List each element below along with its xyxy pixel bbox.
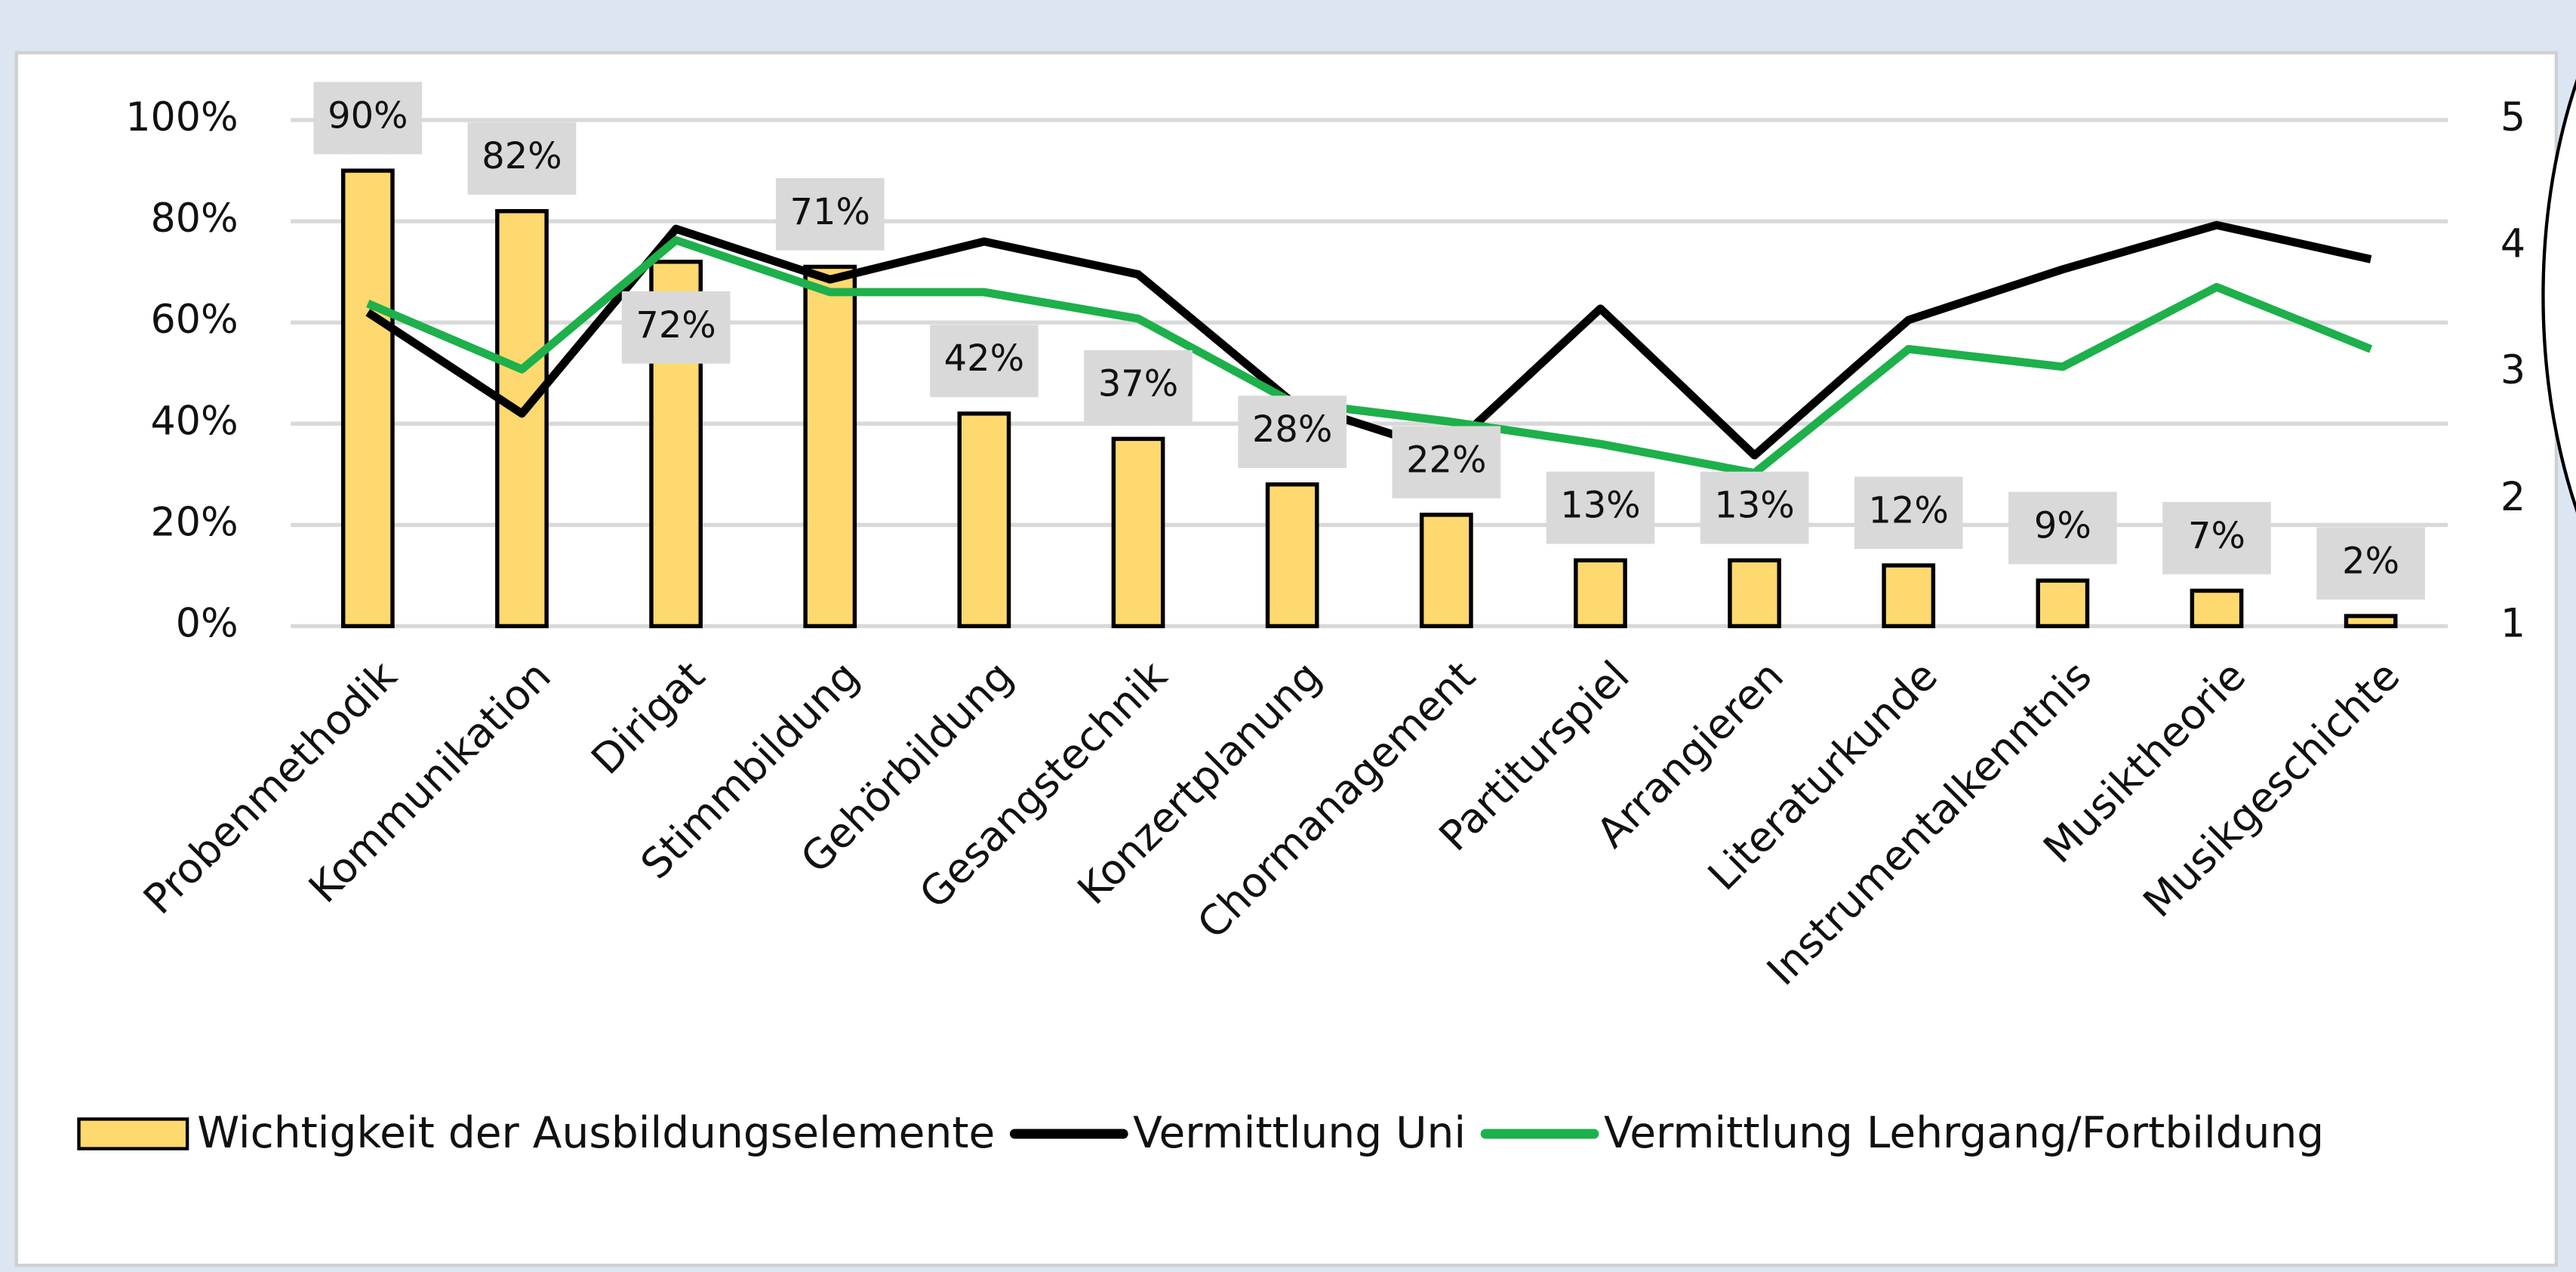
bar bbox=[2190, 588, 2244, 629]
line-series bbox=[366, 236, 2373, 478]
value-label: 12% bbox=[1869, 490, 1949, 531]
value-label: 71% bbox=[790, 192, 870, 233]
value-label: 82% bbox=[482, 136, 562, 177]
value-label-box bbox=[2162, 501, 2271, 574]
value-label: 42% bbox=[944, 338, 1024, 380]
value-label-box bbox=[2316, 527, 2425, 600]
plot: 0%20%40%60%80%100%12345ProbenmethodikKom… bbox=[77, 82, 2525, 1158]
bar bbox=[495, 208, 549, 629]
y-tick-label: 20% bbox=[151, 500, 239, 545]
y2-tick-label: 5 bbox=[2501, 95, 2525, 140]
value-label-box bbox=[621, 291, 731, 364]
legend-label: Vermittlung Uni bbox=[1133, 1108, 1466, 1158]
value-label-box bbox=[467, 122, 577, 195]
value-label: 72% bbox=[636, 305, 716, 346]
value-label: 9% bbox=[2034, 505, 2091, 547]
bar bbox=[1728, 558, 1781, 629]
y-tick-label: 40% bbox=[151, 399, 239, 444]
bar bbox=[1419, 513, 1473, 629]
legend-label: Vermittlung Lehrgang/Fortbildung bbox=[1604, 1108, 2324, 1158]
y2-tick-label: 1 bbox=[2501, 601, 2525, 646]
bar bbox=[340, 168, 395, 629]
bar bbox=[2036, 578, 2090, 629]
value-label-box bbox=[1546, 471, 1655, 544]
y-tick-label: 100% bbox=[125, 95, 238, 140]
value-label: 2% bbox=[2342, 541, 2399, 582]
value-label-box bbox=[1392, 426, 1501, 499]
value-label: 22% bbox=[1406, 439, 1486, 481]
value-label: 7% bbox=[2188, 516, 2245, 557]
value-label: 13% bbox=[1560, 485, 1640, 527]
legend-swatch bbox=[77, 1117, 189, 1150]
bar bbox=[803, 264, 857, 629]
value-label: 90% bbox=[328, 95, 408, 137]
bar bbox=[1574, 558, 1627, 629]
value-label-box bbox=[313, 82, 423, 155]
value-label: 37% bbox=[1098, 364, 1178, 405]
y-tick-label: 80% bbox=[151, 196, 239, 242]
value-label: 28% bbox=[1252, 409, 1332, 451]
y2-tick-label: 3 bbox=[2501, 348, 2525, 393]
bar bbox=[1111, 436, 1165, 629]
value-label: 13% bbox=[1714, 485, 1794, 527]
bar bbox=[1882, 563, 1936, 629]
bar bbox=[957, 411, 1011, 629]
line-series bbox=[365, 220, 2372, 460]
overlay-shape bbox=[2541, 79, 2576, 513]
value-label-box bbox=[775, 177, 885, 251]
value-label-box bbox=[1700, 471, 1809, 544]
value-label-box bbox=[1238, 396, 1347, 468]
bar bbox=[1265, 482, 1319, 629]
bar bbox=[2344, 614, 2398, 629]
y-tick-label: 60% bbox=[151, 297, 239, 343]
value-label-box bbox=[1854, 476, 1963, 550]
value-label-box bbox=[2008, 491, 2117, 565]
y2-tick-label: 2 bbox=[2501, 475, 2525, 520]
y-tick-label: 0% bbox=[176, 601, 239, 646]
y2-tick-label: 4 bbox=[2501, 222, 2525, 267]
legend-label: Wichtigkeit der Ausbildungselemente bbox=[197, 1108, 995, 1158]
value-label-box bbox=[930, 325, 1039, 398]
value-label-box bbox=[1084, 350, 1193, 423]
chart-area bbox=[14, 51, 2559, 1267]
